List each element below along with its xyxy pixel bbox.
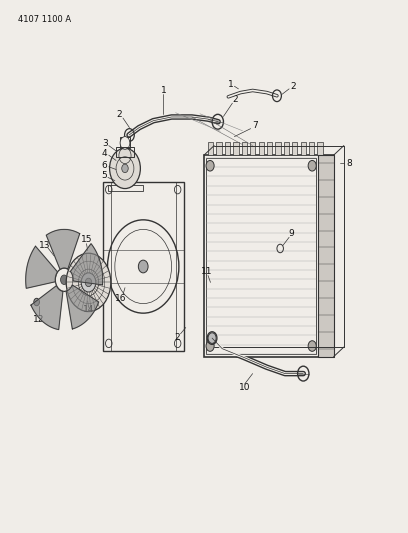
Text: 16: 16	[115, 294, 126, 303]
Text: 1: 1	[228, 80, 233, 89]
Circle shape	[308, 160, 316, 171]
Bar	[292, 142, 297, 155]
Polygon shape	[71, 244, 103, 285]
Text: 14: 14	[83, 305, 94, 314]
Bar	[284, 142, 289, 155]
Bar	[208, 142, 213, 155]
Text: 10: 10	[239, 383, 250, 392]
Bar	[103, 182, 184, 351]
Circle shape	[66, 253, 111, 312]
Bar	[242, 142, 247, 155]
Text: 2: 2	[175, 333, 180, 342]
Bar	[225, 142, 230, 155]
Circle shape	[34, 298, 40, 306]
Circle shape	[308, 341, 316, 351]
Circle shape	[60, 275, 68, 285]
Circle shape	[110, 148, 140, 189]
Text: 12: 12	[33, 315, 44, 324]
Bar	[116, 147, 134, 157]
Bar	[233, 142, 239, 155]
Text: 3: 3	[102, 139, 108, 148]
Polygon shape	[46, 229, 80, 270]
Circle shape	[206, 160, 214, 171]
Bar	[267, 142, 272, 155]
Circle shape	[120, 136, 130, 149]
Text: 15: 15	[81, 236, 92, 245]
Circle shape	[81, 273, 96, 292]
Bar	[204, 155, 334, 357]
Bar	[259, 142, 264, 155]
Bar	[206, 158, 316, 354]
Text: 13: 13	[40, 241, 51, 250]
Text: 9: 9	[288, 229, 294, 238]
Text: 2: 2	[233, 95, 238, 104]
Text: 6: 6	[102, 161, 108, 169]
Bar	[317, 142, 323, 155]
Text: 5: 5	[101, 171, 107, 180]
Text: 2: 2	[290, 82, 296, 91]
Text: 1: 1	[161, 86, 166, 95]
Text: 4: 4	[102, 149, 108, 158]
Polygon shape	[66, 285, 99, 329]
Circle shape	[206, 341, 214, 351]
Bar	[309, 142, 314, 155]
Circle shape	[138, 260, 148, 273]
Polygon shape	[26, 246, 58, 288]
Circle shape	[122, 164, 128, 173]
Bar	[120, 136, 130, 148]
Text: 4107 1100 A: 4107 1100 A	[18, 15, 71, 25]
Polygon shape	[31, 286, 63, 329]
Bar	[108, 185, 143, 191]
Bar	[301, 142, 306, 155]
Bar	[250, 142, 255, 155]
Bar	[217, 142, 222, 155]
Circle shape	[85, 278, 92, 287]
Bar	[275, 142, 281, 155]
Text: 7: 7	[252, 121, 257, 130]
Text: 8: 8	[346, 159, 352, 167]
Text: 2: 2	[116, 110, 122, 119]
Circle shape	[208, 333, 216, 343]
Text: 11: 11	[201, 268, 213, 276]
Bar	[318, 155, 334, 357]
Circle shape	[55, 268, 73, 292]
